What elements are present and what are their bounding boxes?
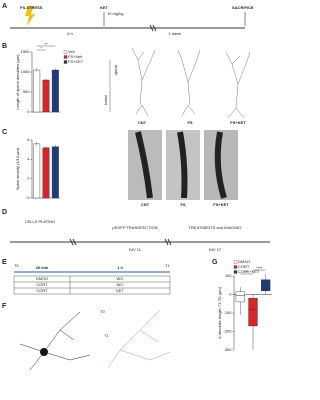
- label: KET: [100, 5, 109, 10]
- legend-swatch: [233, 260, 238, 264]
- bar: [33, 143, 41, 199]
- label: pEGFP TRANSFECTION: [112, 225, 157, 230]
- label: FS+KET: [230, 120, 246, 125]
- significance: **: [44, 42, 48, 47]
- significance: *: [41, 46, 43, 51]
- y-tick-label: -200: [223, 329, 232, 334]
- y-tick-label: 1000: [21, 69, 31, 74]
- significance: **: [245, 270, 249, 275]
- y-tick-label: 6: [27, 137, 30, 142]
- legend-label: FS+KET: [68, 59, 84, 64]
- box: [235, 291, 245, 303]
- y-tick-label: 0: [27, 195, 30, 200]
- y-tick-label: 0: [229, 292, 232, 297]
- bar: [51, 69, 59, 113]
- y-tick-label: 4: [27, 156, 30, 161]
- table-cell: WO: [117, 276, 124, 281]
- legend-swatch: [63, 50, 68, 54]
- panel-letter: F: [2, 303, 7, 310]
- y-axis-label: Length of apical dendrites (µm): [15, 54, 20, 110]
- y-tick-label: -300: [223, 347, 232, 352]
- label: FS-STRESS: [20, 5, 43, 10]
- y-tick-label: 0: [27, 109, 30, 114]
- panel-letter: C: [2, 129, 7, 136]
- bar: [33, 69, 41, 113]
- label: T1: [165, 263, 170, 268]
- bar: [51, 146, 59, 199]
- legend-label: Veh: [68, 49, 75, 54]
- panel-letter: A: [2, 3, 7, 10]
- label: apical: [113, 65, 118, 76]
- label: FS: [187, 120, 192, 125]
- neuron-tracings-b: [109, 47, 251, 119]
- label: FS+KET: [213, 202, 229, 207]
- panel-letter: G: [212, 259, 218, 266]
- y-tick-label: 2: [27, 176, 30, 181]
- legend-swatch: [63, 55, 68, 59]
- bar: [42, 79, 50, 113]
- legend-label: CORT: [238, 264, 250, 269]
- legend-swatch: [63, 60, 68, 64]
- label: DIV 17: [209, 247, 222, 252]
- label: 10 mg/kg: [107, 11, 123, 16]
- label: 6 h: [67, 31, 73, 36]
- label: DIV 11: [129, 247, 142, 252]
- y-axis-label: Δ dendritic length T1-T0 (µm): [217, 286, 222, 338]
- legend-swatch: [233, 270, 238, 274]
- tracing-f: [19, 309, 171, 371]
- label: CNT: [138, 120, 147, 125]
- label: FS: [180, 202, 185, 207]
- legend-label: DMSO: [238, 259, 250, 264]
- timeline-a: [10, 6, 246, 32]
- bar: [42, 147, 50, 199]
- legend-swatch: [233, 265, 238, 269]
- label: 1 h: [117, 265, 123, 270]
- label: CELLS PLATING: [25, 219, 56, 224]
- label: T1: [104, 333, 109, 338]
- box: [261, 279, 271, 292]
- table-cell: CORT: [36, 282, 48, 287]
- box: [248, 298, 258, 327]
- panel-letter: E: [2, 259, 7, 266]
- panel-letter: D: [2, 209, 7, 216]
- y-tick-label: 1500: [21, 49, 31, 54]
- label: 20 min: [36, 265, 49, 270]
- timeline-d: [10, 238, 270, 246]
- label: 1 week: [169, 31, 182, 36]
- panel-letter: B: [2, 43, 7, 50]
- label: basal: [103, 95, 108, 105]
- legend-label: FS+Veh: [68, 54, 82, 59]
- table-cell: CORT: [36, 288, 48, 293]
- table-cell: DMSO: [36, 276, 48, 281]
- label: SACRIFICE: [232, 5, 254, 10]
- table-e: [13, 271, 171, 295]
- y-tick-label: -100: [223, 310, 232, 315]
- y-axis-label: Spine density (1/10 µm): [15, 147, 20, 190]
- label: TREATMENTS and IMAGING: [188, 225, 241, 230]
- table-cell: KET: [116, 288, 124, 293]
- y-tick-label: 100: [225, 273, 232, 278]
- y-tick-label: 500: [23, 89, 30, 94]
- spine-images-c: [128, 130, 238, 200]
- significance: ****: [256, 266, 263, 271]
- legend-label: CORT+KET: [238, 269, 260, 274]
- label: T0: [14, 263, 19, 268]
- label: CNT: [141, 202, 150, 207]
- table-cell: WO: [117, 282, 124, 287]
- label: T0: [100, 309, 105, 314]
